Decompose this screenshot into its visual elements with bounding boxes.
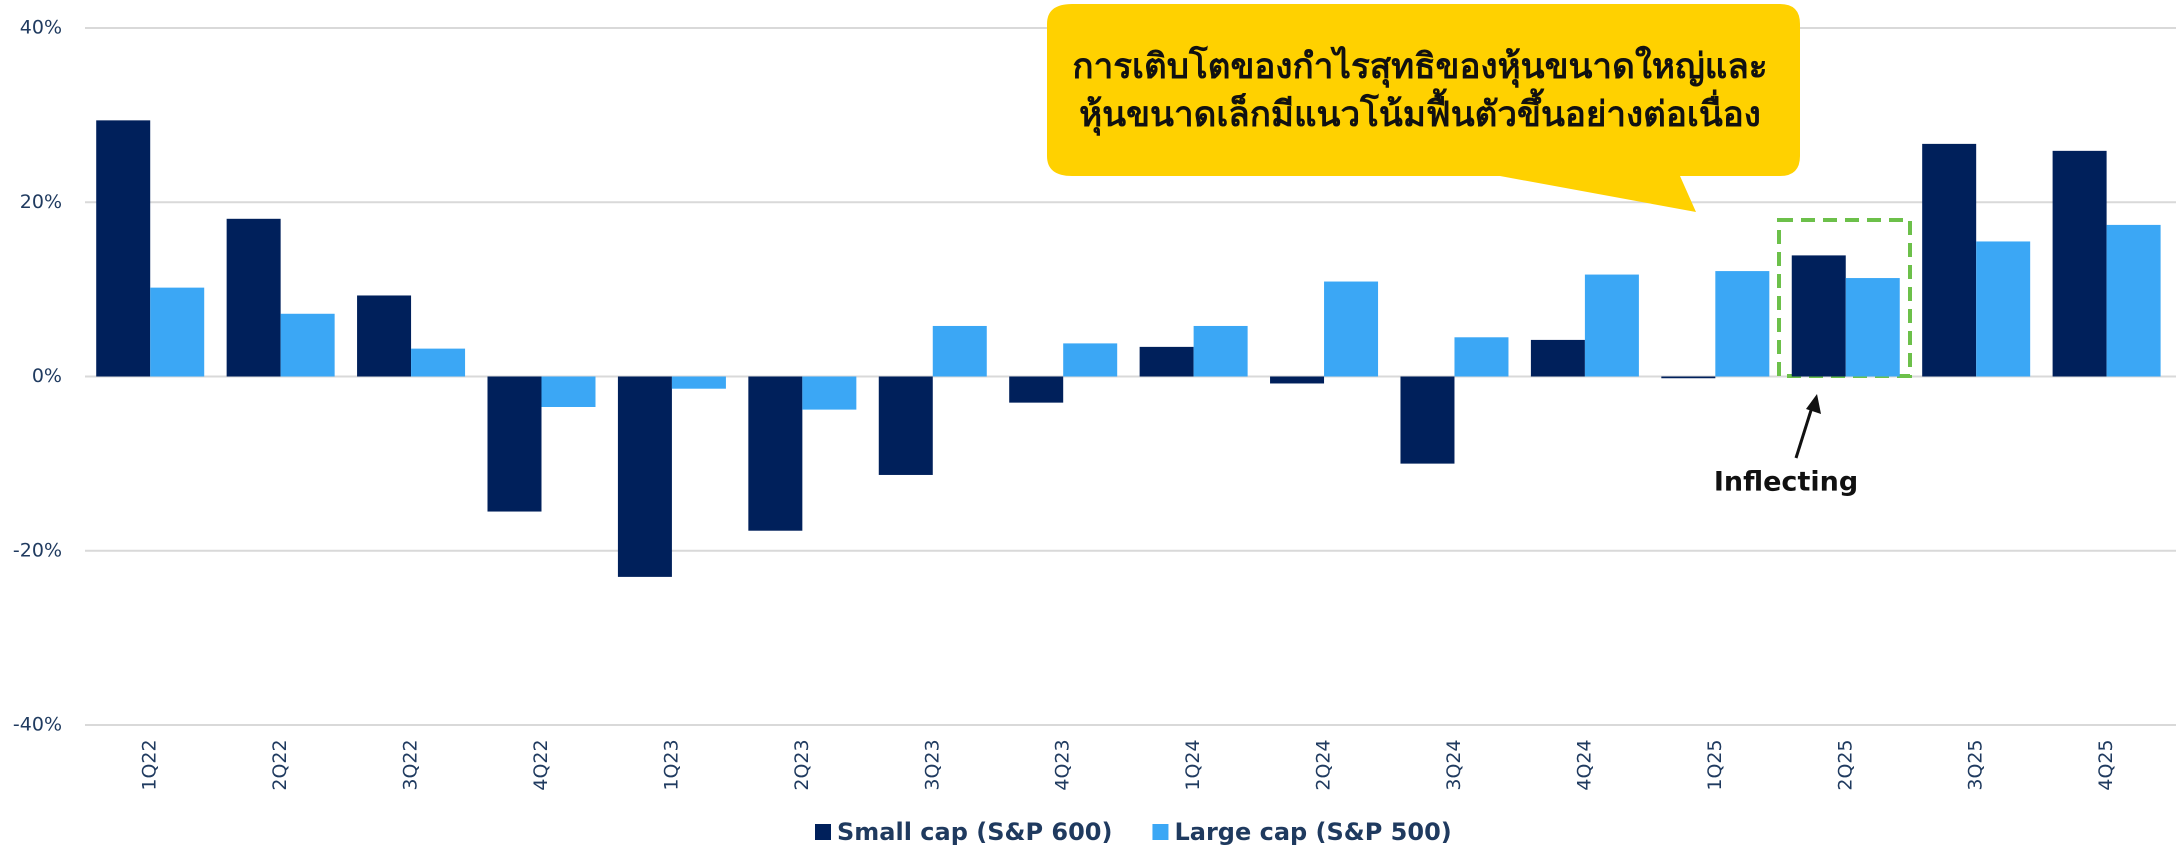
- bar: [2052, 150, 2107, 377]
- x-tick-label: 1Q23: [660, 739, 682, 790]
- bar: [1845, 278, 1900, 377]
- annotation: Inflecting: [1714, 467, 1858, 498]
- legend-swatch: [1152, 824, 1169, 840]
- x-tick-label: 3Q23: [921, 739, 943, 790]
- x-tick-label: 3Q22: [400, 739, 422, 790]
- callout-text: หุ้นขนาดเล็กมีแนวโน้มฟื้นตัวขึ้นอย่างต่อ…: [1079, 88, 1761, 136]
- bar: [96, 120, 151, 377]
- bar: [1976, 241, 2031, 377]
- legend-label: Large cap (S&P 500): [1174, 818, 1451, 846]
- bar: [541, 376, 596, 407]
- x-tick-label: 4Q23: [1052, 739, 1074, 790]
- bar: [1324, 281, 1379, 377]
- bar: [671, 376, 726, 389]
- x-tick-label: 4Q22: [530, 739, 552, 790]
- bar: [150, 287, 205, 377]
- callout-box: [1047, 4, 1800, 212]
- x-tick-label: 2Q22: [269, 739, 291, 790]
- bar: [932, 325, 987, 377]
- y-tick-label: -40%: [13, 714, 62, 736]
- x-tick-label: 3Q24: [1443, 739, 1465, 790]
- y-tick-label: 40%: [20, 17, 62, 39]
- bar: [1661, 376, 1716, 379]
- bar: [1791, 255, 1846, 377]
- bar: [878, 376, 933, 475]
- bar: [487, 376, 542, 512]
- arrow-head: [1806, 394, 1821, 414]
- x-tick-label: 2Q24: [1313, 739, 1335, 790]
- bar: [1009, 376, 1064, 403]
- x-tick-label: 2Q25: [1834, 739, 1856, 790]
- x-tick-label: 2Q23: [791, 739, 813, 790]
- x-tick-label: 1Q22: [139, 739, 161, 790]
- bar: [226, 218, 281, 377]
- x-tick-label: 1Q25: [1704, 739, 1726, 790]
- bar: [1584, 274, 1639, 377]
- bar: [411, 348, 466, 377]
- bar: [1270, 376, 1325, 384]
- bar: [1400, 376, 1455, 464]
- callout-text: การเติบโตของกำไรสุทธิของหุ้นขนาดใหญ่และ: [1072, 45, 1767, 88]
- x-tick-label: 1Q24: [1182, 739, 1204, 790]
- bar: [357, 295, 412, 377]
- bar: [2106, 224, 2161, 377]
- x-tick-label: 3Q25: [1965, 739, 1987, 790]
- arrow: [1794, 403, 1815, 459]
- x-tick-label: 4Q24: [1573, 739, 1595, 790]
- bar: [1454, 337, 1509, 377]
- x-tick-label: 4Q25: [2095, 739, 2117, 790]
- bar: [1063, 343, 1118, 377]
- bar: [1139, 346, 1194, 377]
- y-tick-label: 20%: [20, 191, 62, 213]
- legend-swatch: [815, 824, 831, 840]
- y-tick-label: -20%: [13, 539, 62, 561]
- bar: [280, 313, 335, 377]
- bar: [1193, 325, 1248, 377]
- bar: [1922, 143, 1977, 377]
- bar: [802, 376, 857, 410]
- y-tick-label: 0%: [32, 365, 62, 387]
- bar: [1530, 339, 1585, 377]
- bar: [748, 376, 803, 531]
- bar: [1715, 271, 1770, 377]
- bar: [617, 376, 672, 577]
- legend-label: Small cap (S&P 600): [837, 818, 1112, 846]
